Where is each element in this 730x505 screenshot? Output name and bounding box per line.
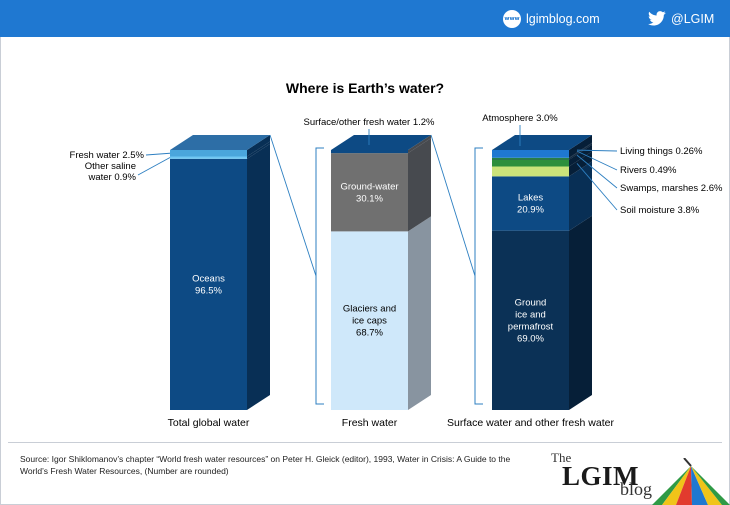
data-label-surface-other-fresh-water: Surface/other fresh water 1.2% (304, 117, 436, 128)
bar-segment-ground-ice-and-permafrost (492, 230, 569, 410)
data-label-ground-water: Ground-water 30.1% (340, 181, 398, 204)
data-label-atmosphere: Atmosphere 3.0% (482, 113, 558, 124)
connector-fresh-to-fresh-bar (269, 134, 317, 277)
data-label-other-saline-water-2: water 0.9% (87, 172, 136, 183)
bar-side-oceans (247, 143, 270, 410)
data-label-swamps-marshes: Swamps, marshes 2.6% (620, 183, 723, 194)
category-label: Total global water (168, 417, 250, 429)
leader-living-things (576, 149, 618, 152)
bar-side-ground-ice-and-permafrost (569, 215, 592, 410)
leader-swamps-marshes (576, 154, 618, 189)
bar-side-fresh-water (247, 135, 270, 157)
category-label: Surface water and other fresh water (447, 417, 614, 429)
bar-side-other-saline-water (247, 141, 270, 159)
bar-top-2 (492, 135, 592, 150)
leader-soil-moisture (576, 163, 618, 211)
twitter-link[interactable]: @LGIM (648, 0, 714, 37)
bar-segment-fresh-water (170, 150, 247, 157)
bar-segment-living-things (492, 157, 569, 159)
bar-side-glaciers-and-ice-caps (408, 216, 431, 410)
leader-rivers (576, 150, 618, 171)
logo-blog: blog (620, 479, 653, 499)
bar-top-1 (331, 135, 431, 150)
data-label-rivers: Rivers 0.49% (620, 165, 677, 176)
website-label: lgimblog.com (526, 11, 600, 26)
bracket-fresh-water (315, 147, 324, 405)
bar-segment-rivers (492, 158, 569, 160)
leader-other-saline-water (137, 157, 171, 176)
category-label: Fresh water (342, 417, 398, 429)
umbrella-logo-icon (652, 458, 730, 505)
bar-side-soil-moisture (569, 151, 592, 177)
bar-segment-ground-water (331, 153, 408, 232)
connector-surface-to-surface-bar (430, 134, 476, 277)
logo-main: LGIM (562, 461, 640, 491)
twitter-bird-icon (648, 11, 666, 26)
bar-segment-atmosphere (492, 150, 569, 158)
bar-side-ground-water (408, 138, 431, 232)
footer-divider (8, 442, 722, 443)
bar-top-0 (170, 135, 270, 150)
website-link[interactable]: www lgimblog.com (503, 0, 600, 37)
www-globe-icon: www (503, 9, 521, 28)
data-label-oceans: Oceans 96.5% (192, 273, 225, 296)
bar-segment-surface-other-fresh-water (331, 150, 408, 154)
logo-the: The (551, 450, 572, 465)
bar-side-lakes (569, 161, 592, 231)
bracket-surface-water (474, 147, 483, 405)
bar-segment-soil-moisture (492, 166, 569, 177)
data-label-ground-ice-and-permafrost: Ground ice and permafrost 69.0% (508, 297, 554, 344)
source-note: Source: Igor Shiklomanov’s chapter “Worl… (20, 454, 511, 476)
bar-segment-oceans (170, 158, 247, 410)
twitter-handle: @LGIM (671, 11, 715, 26)
bar-side-rivers (569, 143, 592, 160)
data-label-soil-moisture: Soil moisture 3.8% (620, 205, 700, 216)
bar-segment-glaciers-and-ice-caps (331, 231, 408, 410)
bar-side-surface-other-fresh-water (408, 135, 431, 154)
bar-segment-swamps-marshes (492, 159, 569, 167)
data-label-living-things: Living things 0.26% (620, 146, 703, 157)
data-label-other-saline-water-1: Other saline (85, 161, 136, 172)
data-label-glaciers-and-ice-caps: Glaciers and ice caps 68.7% (343, 304, 396, 339)
bar-segment-other-saline-water (170, 156, 247, 159)
bar-segment-lakes (492, 176, 569, 231)
data-label-fresh-water: Fresh water 2.5% (70, 150, 145, 161)
chart-title: Where is Earth’s water? (285, 80, 445, 96)
leader-fresh-water (145, 152, 171, 156)
data-label-lakes: Lakes 20.9% (517, 193, 544, 216)
header-bar: www lgimblog.com @LGIM (0, 0, 730, 37)
chart-canvas: Total global water Fresh water Surface wat… (70, 113, 723, 429)
bar-side-atmosphere (569, 135, 592, 158)
